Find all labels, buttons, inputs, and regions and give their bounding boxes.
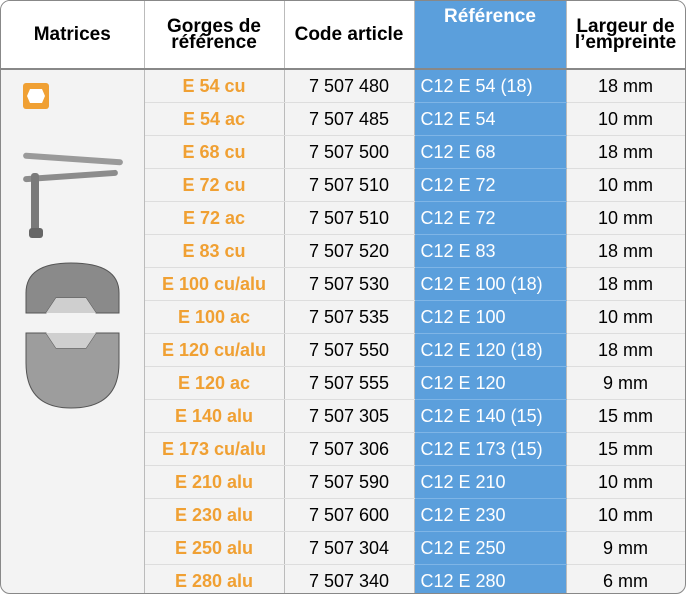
- column-header: Gorges de référence: [144, 1, 285, 70]
- table-row: E 250 alu 7 507 304 C12 E 250 9 mm: [1, 531, 685, 565]
- code-cell: 7 507 530: [284, 267, 415, 301]
- reference-cell: C12 E 54 (18): [414, 69, 567, 103]
- code-cell: 7 507 340: [284, 564, 415, 593]
- groove-cell: E 54 cu: [144, 69, 285, 103]
- table-row: E 72 cu 7 507 510 C12 E 72 10 mm: [1, 168, 685, 202]
- groove-cell: E 173 cu/alu: [144, 432, 285, 466]
- width-cell: 15 mm: [566, 399, 685, 433]
- column-header: Matrices: [1, 1, 145, 70]
- width-cell: 9 mm: [566, 531, 685, 565]
- groove-cell: E 210 alu: [144, 465, 285, 499]
- width-cell: 10 mm: [566, 300, 685, 334]
- groove-cell: E 72 cu: [144, 168, 285, 202]
- reference-cell: C12 E 68: [414, 135, 567, 169]
- table-row: E 120 cu/alu 7 507 550 C12 E 120 (18) 18 mm: [1, 333, 685, 367]
- reference-cell: C12 E 173 (15): [414, 432, 567, 466]
- reference-cell: C12 E 230: [414, 498, 567, 532]
- table-row: E 54 ac 7 507 485 C12 E 54 10 mm: [1, 102, 685, 136]
- groove-cell: E 68 cu: [144, 135, 285, 169]
- width-cell: 15 mm: [566, 432, 685, 466]
- code-cell: 7 507 590: [284, 465, 415, 499]
- reference-cell: C12 E 120 (18): [414, 333, 567, 367]
- groove-cell: E 100 cu/alu: [144, 267, 285, 301]
- header-text: l’empreinte: [574, 31, 677, 53]
- header-row: Matrices Gorges de référence Code article Ré…: [1, 1, 685, 70]
- pins-image: [23, 152, 123, 238]
- width-cell: 18 mm: [566, 135, 685, 169]
- width-cell: 9 mm: [566, 366, 685, 400]
- column-header: Code article: [284, 1, 415, 70]
- groove-cell: E 230 alu: [144, 498, 285, 532]
- width-cell: 10 mm: [566, 168, 685, 202]
- groove-cell: E 100 ac: [144, 300, 285, 334]
- code-cell: 7 507 480: [284, 69, 415, 103]
- code-cell: 7 507 520: [284, 234, 415, 268]
- width-cell: 18 mm: [566, 333, 685, 367]
- reference-cell: C12 E 250: [414, 531, 567, 565]
- code-cell: 7 507 510: [284, 201, 415, 235]
- groove-cell: E 120 ac: [144, 366, 285, 400]
- groove-cell: E 280 alu: [144, 564, 285, 593]
- table-row: E 72 ac 7 507 510 C12 E 72 10 mm: [1, 201, 685, 235]
- table-row: E 120 ac 7 507 555 C12 E 120 9 mm: [1, 366, 685, 400]
- table-row: E 140 alu 7 507 305 C12 E 140 (15) 15 mm: [1, 399, 685, 433]
- code-cell: 7 507 500: [284, 135, 415, 169]
- reference-cell: C12 E 100: [414, 300, 567, 334]
- reference-cell: C12 E 100 (18): [414, 267, 567, 301]
- groove-cell: E 250 alu: [144, 531, 285, 565]
- table-body: E 54 cu 7 507 480 C12 E 54 (18) 18 mm E 54 a…: [1, 69, 685, 593]
- die-icon-hole: [27, 89, 45, 103]
- code-cell: 7 507 550: [284, 333, 415, 367]
- width-cell: 10 mm: [566, 102, 685, 136]
- groove-cell: E 54 ac: [144, 102, 285, 136]
- column-header: Référence: [414, 1, 567, 70]
- table-row: E 230 alu 7 507 600 C12 E 230 10 mm: [1, 498, 685, 532]
- table-row: E 173 cu/alu 7 507 306 C12 E 173 (15) 15 mm: [1, 432, 685, 466]
- reference-cell: C12 E 72: [414, 201, 567, 235]
- groove-cell: E 140 alu: [144, 399, 285, 433]
- width-cell: 10 mm: [566, 498, 685, 532]
- reference-cell: C12 E 54: [414, 102, 567, 136]
- code-cell: 7 507 304: [284, 531, 415, 565]
- reference-cell: C12 E 83: [414, 234, 567, 268]
- reference-cell: C12 E 120: [414, 366, 567, 400]
- width-cell: 18 mm: [566, 234, 685, 268]
- table-row: E 100 ac 7 507 535 C12 E 100 10 mm: [1, 300, 685, 334]
- header-text: Matrices: [33, 23, 111, 45]
- groove-cell: E 83 cu: [144, 234, 285, 268]
- width-cell: 18 mm: [566, 69, 685, 103]
- code-cell: 7 507 306: [284, 432, 415, 466]
- table-row: E 68 cu 7 507 500 C12 E 68 18 mm: [1, 135, 685, 169]
- code-cell: 7 507 510: [284, 168, 415, 202]
- reference-cell: C12 E 140 (15): [414, 399, 567, 433]
- reference-cell: C12 E 72: [414, 168, 567, 202]
- code-cell: 7 507 555: [284, 366, 415, 400]
- header-text: Largeur de: [576, 15, 675, 37]
- code-cell: 7 507 535: [284, 300, 415, 334]
- header-text: Gorges de: [167, 15, 261, 37]
- die-image: [25, 262, 120, 409]
- width-cell: 10 mm: [566, 201, 685, 235]
- groove-cell: E 72 ac: [144, 201, 285, 235]
- header-text: Code article: [294, 23, 404, 45]
- width-cell: 6 mm: [566, 564, 685, 593]
- table-row: E 280 alu 7 507 340 C12 E 280 6 mm: [1, 564, 685, 593]
- code-cell: 7 507 305: [284, 399, 415, 433]
- code-cell: 7 507 485: [284, 102, 415, 136]
- code-cell: 7 507 600: [284, 498, 415, 532]
- table-row: E 83 cu 7 507 520 C12 E 83 18 mm: [1, 234, 685, 268]
- die-images: [23, 83, 123, 409]
- reference-cell: C12 E 210: [414, 465, 567, 499]
- reference-cell: C12 E 280: [414, 564, 567, 593]
- groove-cell: E 120 cu/alu: [144, 333, 285, 367]
- table-row: E 100 cu/alu 7 507 530 C12 E 100 (18) 18 mm: [1, 267, 685, 301]
- header-text: référence: [171, 31, 257, 53]
- header-text: Référence: [444, 6, 536, 27]
- table-row: E 210 alu 7 507 590 C12 E 210 10 mm: [1, 465, 685, 499]
- width-cell: 18 mm: [566, 267, 685, 301]
- column-header: Largeur de l’empreinte: [566, 1, 685, 70]
- width-cell: 10 mm: [566, 465, 685, 499]
